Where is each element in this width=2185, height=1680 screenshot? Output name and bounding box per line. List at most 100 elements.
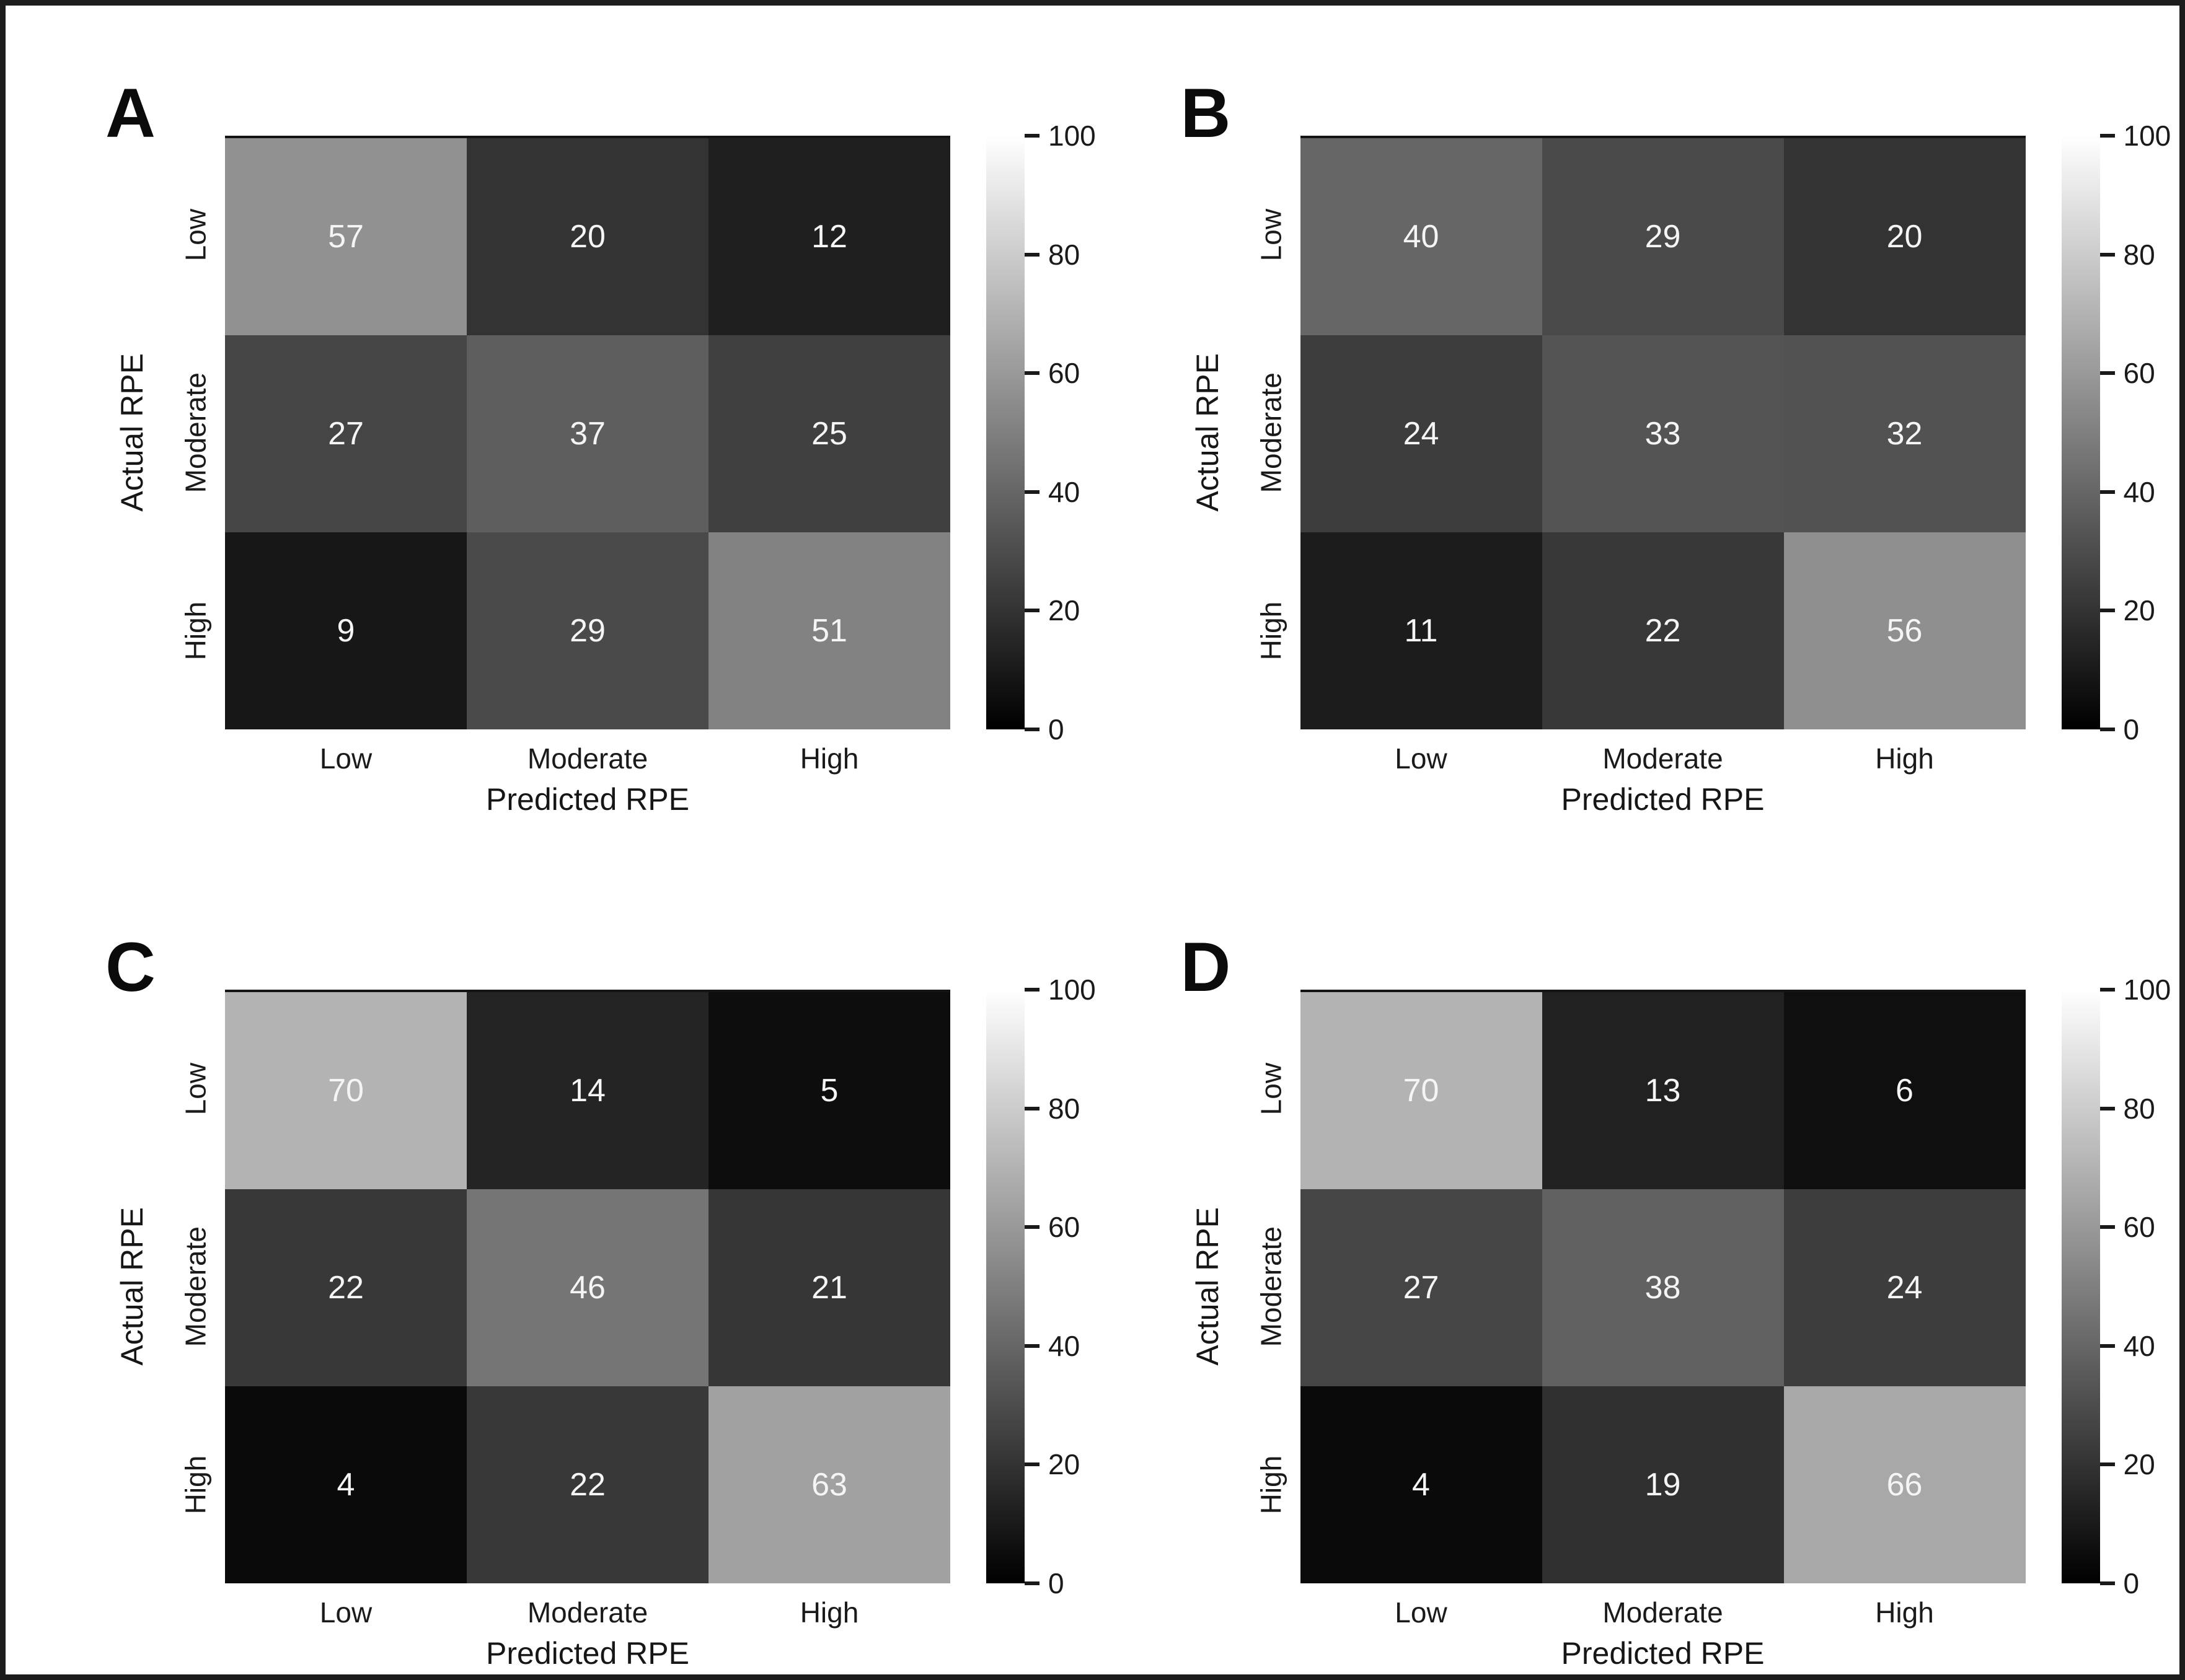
heatmap-cell: 5 xyxy=(708,992,950,1189)
y-axis-title: Actual RPE xyxy=(115,1207,149,1366)
heatmap-cell: 51 xyxy=(708,532,950,729)
x-axis-title: Predicted RPE xyxy=(486,1636,689,1671)
colorbar-tick-label: 100 xyxy=(1048,120,1096,152)
y-tick-label: High xyxy=(179,601,212,660)
heatmap-cell: 25 xyxy=(708,335,950,532)
x-tick-label: Low xyxy=(319,742,373,775)
colorbar-tick-mark xyxy=(2099,371,2115,376)
colorbar-tick: 20 xyxy=(1025,596,1080,625)
heatmap-cell: 24 xyxy=(1783,1189,2026,1386)
colorbar-tick: 80 xyxy=(2099,240,2155,269)
heatmap-cell: 21 xyxy=(708,1189,950,1386)
colorbar-tick-label: 60 xyxy=(2123,1211,2155,1244)
colorbar-gradient xyxy=(2061,990,2100,1583)
x-tick-labels: Low Moderate High xyxy=(1300,729,2026,778)
y-tick-label: Low xyxy=(1255,1062,1287,1115)
colorbar-tick: 20 xyxy=(1025,1450,1080,1479)
colorbar-tick: 40 xyxy=(1025,1332,1080,1360)
colorbar: 100 80 60 40 20 0 xyxy=(2061,975,2171,1598)
colorbar-tick-label: 0 xyxy=(2123,1567,2140,1599)
colorbar-tick-mark xyxy=(1025,1344,1040,1348)
colorbar-tick-mark xyxy=(1025,490,1040,494)
colorbar: 100 80 60 40 20 0 xyxy=(2061,121,2171,744)
x-tick-labels: Low Moderate High xyxy=(225,729,950,778)
y-axis: Actual RPE xyxy=(98,990,166,1583)
x-tick-label: Low xyxy=(1395,1596,1447,1629)
x-tick-labels: Low Moderate High xyxy=(1300,1583,2026,1632)
y-axis-title: Actual RPE xyxy=(1190,1207,1225,1366)
y-tick-label: Moderate xyxy=(1255,1226,1287,1347)
colorbar-tick-label: 40 xyxy=(2123,1329,2155,1362)
colorbar-tick: 0 xyxy=(2099,715,2139,744)
y-tick-labels: Low Moderate High xyxy=(166,990,225,1583)
colorbar-tick-mark xyxy=(1025,728,1040,731)
y-axis: Actual RPE xyxy=(98,136,166,729)
heatmap-cell: 66 xyxy=(1783,1386,2026,1583)
heatmap-cell: 56 xyxy=(1783,532,2026,729)
colorbar-tick: 100 xyxy=(1025,121,1096,150)
colorbar-gradient xyxy=(986,990,1025,1583)
colorbar-tick: 100 xyxy=(1025,975,1096,1004)
heatmap-cell: 29 xyxy=(467,532,708,729)
colorbar-tick: 0 xyxy=(1025,715,1064,744)
heatmap-cell: 4 xyxy=(225,1386,467,1583)
heatmap-cell: 32 xyxy=(1783,335,2026,532)
colorbar-tick-mark xyxy=(2099,988,2115,992)
plot-area: Actual RPE Low Moderate High 40 29 20 24 33 32 1… xyxy=(1173,121,2171,829)
colorbar-tick-label: 100 xyxy=(2123,120,2171,152)
x-tick-label: Low xyxy=(1395,742,1447,775)
colorbar-tick-label: 80 xyxy=(2123,1092,2155,1125)
colorbar-tick: 80 xyxy=(2099,1092,2155,1125)
colorbar-tick-label: 60 xyxy=(1048,357,1080,390)
colorbar-tick-label: 100 xyxy=(1048,974,1096,1006)
colorbar-tick: 80 xyxy=(1025,1094,1080,1123)
colorbar-tick-label: 20 xyxy=(2123,594,2155,627)
heatmap-cell: 27 xyxy=(1300,1189,1542,1386)
heatmap-cell: 19 xyxy=(1542,1386,1784,1583)
y-tick-label: Low xyxy=(179,1062,212,1115)
y-tick-label: Moderate xyxy=(1255,372,1287,493)
heatmap-cell: 33 xyxy=(1542,335,1784,532)
heatmap-cell: 27 xyxy=(225,335,467,532)
colorbar-tick-mark xyxy=(2099,1106,2115,1110)
y-tick-label: Low xyxy=(179,208,212,261)
colorbar-tick-mark xyxy=(1025,988,1040,992)
x-tick-label: High xyxy=(800,1596,859,1629)
colorbar-tick: 20 xyxy=(2099,1448,2155,1481)
heatmap-cell: 22 xyxy=(1542,532,1784,729)
y-tick-label: Moderate xyxy=(179,372,212,493)
colorbar-tick: 60 xyxy=(2099,1211,2155,1244)
heatmap-cell: 29 xyxy=(1542,138,1784,335)
colorbar-tick-mark xyxy=(2099,1344,2115,1348)
colorbar-tick-label: 20 xyxy=(2123,1448,2155,1481)
colorbar-tick: 60 xyxy=(2099,359,2155,387)
confusion-matrix-panel: A Actual RPE Low Moderate High 57 20 12 27 37 2… xyxy=(36,74,1096,829)
colorbar-tick-label: 20 xyxy=(1048,594,1080,627)
colorbar-tick-mark xyxy=(2099,1225,2115,1229)
colorbar-tick: 80 xyxy=(1025,240,1080,269)
x-tick-label: Moderate xyxy=(527,742,648,775)
y-tick-label: High xyxy=(1255,601,1287,660)
colorbar-tick-mark xyxy=(1025,1106,1040,1110)
confusion-matrix-figure: A Actual RPE Low Moderate High 57 20 12 27 37 2… xyxy=(11,11,2174,1671)
colorbar-tick: 40 xyxy=(1025,478,1080,506)
heatmap-cell: 70 xyxy=(225,992,467,1189)
colorbar-tick-label: 40 xyxy=(1048,475,1080,508)
colorbar: 100 80 60 40 20 0 xyxy=(986,975,1096,1598)
panel-letter: C xyxy=(105,928,156,1006)
colorbar-tick-mark xyxy=(2099,1581,2115,1585)
heatmap-cell: 40 xyxy=(1300,138,1542,335)
colorbar-tick: 100 xyxy=(2099,975,2171,1004)
heatmap-cell: 22 xyxy=(225,1189,467,1386)
colorbar-tick-label: 0 xyxy=(1048,713,1064,745)
colorbar-tick: 0 xyxy=(2099,1567,2140,1599)
colorbar-tick-mark xyxy=(2099,134,2115,138)
heatmap-cell: 20 xyxy=(467,138,708,335)
colorbar-tick-mark xyxy=(1025,371,1040,376)
heatmap-cell: 11 xyxy=(1300,532,1542,729)
heatmap-cell: 57 xyxy=(225,138,467,335)
colorbar-tick-mark xyxy=(1025,609,1040,613)
plot-area: Actual RPE Low Moderate High 70 13 6 27 38 24 4 1… xyxy=(1173,975,2171,1674)
colorbar-tick-mark xyxy=(1025,1225,1040,1229)
